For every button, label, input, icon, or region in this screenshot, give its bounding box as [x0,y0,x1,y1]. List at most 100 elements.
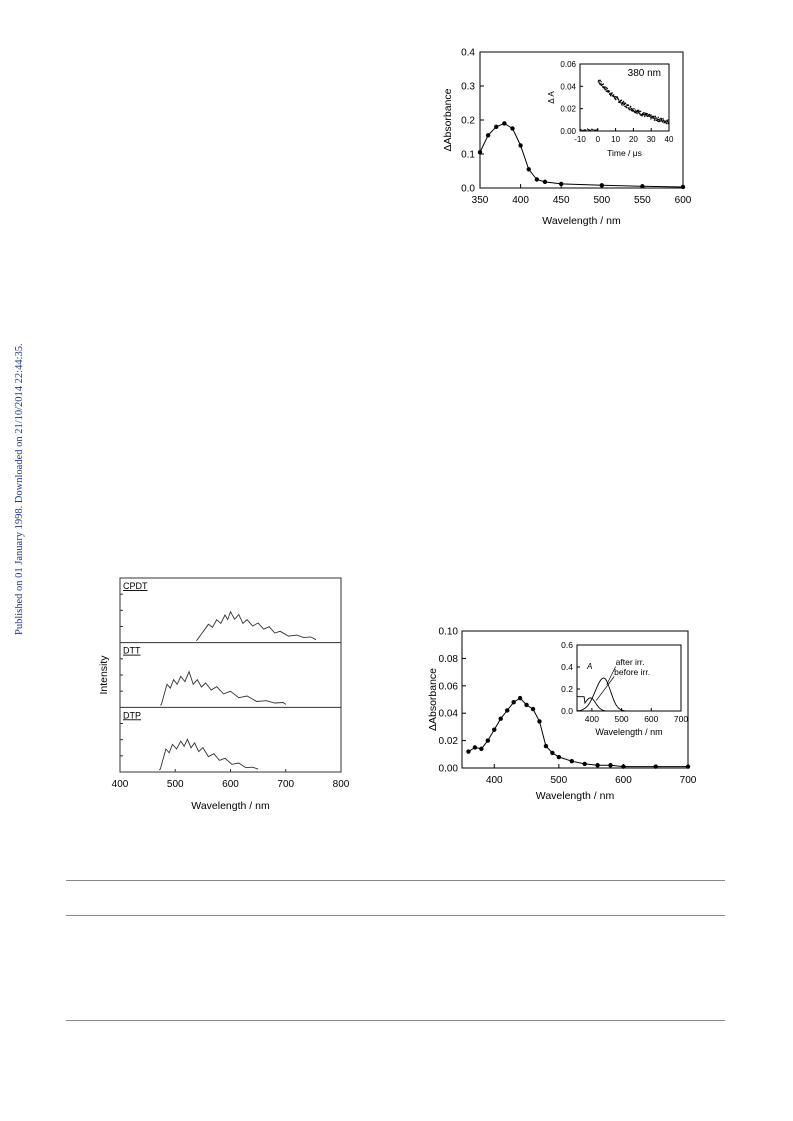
y-tick-label: 0.1 [461,150,475,161]
figure-absorbance-spectrum: 400 500 600 700 0.00 0.02 0.04 0.06 0.08 0.10 Wave… [425,625,705,805]
x-tick-label: 500 [551,775,568,786]
inset-data-point [667,119,669,121]
data-point [534,177,540,182]
inset-data-point [668,122,670,124]
inset-data-point [607,90,609,92]
inset-data-point [637,112,639,114]
inset-data-point [618,100,621,103]
inset-y-tick-label: 0.4 [561,662,573,672]
spectrum-line-dtp [158,738,259,771]
inset-data-point [660,120,662,122]
inset-data-point [634,111,637,114]
inset-data-point [663,119,665,122]
data-point [569,758,574,764]
inset-data-point [659,118,661,120]
inset-data-point [587,129,590,131]
inset-data-point [620,100,622,102]
x-tick-label: 500 [167,779,184,790]
inset-data-point [644,112,646,114]
inset-data-point [602,83,605,85]
inset-data-point [614,95,616,98]
x-axis-label: Wavelength / nm [536,790,615,802]
plot-frame [119,577,342,773]
data-point [466,749,471,754]
inset-x-tick-label: -10 [574,135,586,144]
inset-data-point [599,84,602,86]
inset-data-point [635,112,637,114]
inset-x-tick-label: 400 [585,714,599,724]
inset-data-point [611,92,613,94]
inset-data-point [630,107,632,110]
inset-data-point [640,110,642,112]
download-notice-text: Published on 01 January 1998. Downloaded… [14,343,25,635]
inset-data-point [667,121,670,123]
inset-x-tick-label: 700 [674,714,688,724]
inset-y-tick-label: 0.2 [561,684,573,694]
inset-data-point [655,119,657,121]
x-tick-label: 800 [333,779,350,790]
inset-data-point [606,88,608,90]
inset-legend-leader [606,666,616,685]
inset-data-point [649,116,652,118]
inset-data-point [617,99,620,101]
inset-data-point [636,113,638,115]
inset-data-point [652,115,654,118]
inset-data-point [606,90,608,92]
inset-data-point [622,100,624,102]
data-point [518,143,523,148]
table-top-rule [66,880,725,881]
inset-data-point [607,91,609,93]
inset-data-point [654,117,656,120]
inset-data-point [654,115,656,117]
data-point [479,746,484,752]
inset-data-point [596,128,598,131]
inset-data-point [625,106,628,108]
y-tick-label: 0.08 [439,654,459,665]
inset-data-point [604,87,606,90]
inset-data-point [607,91,610,93]
inset-data-point [599,83,601,85]
inset-data-point [661,121,664,123]
inset-y-axis-label: A [586,662,592,671]
inset-data-point [644,113,647,115]
chart-transient-absorption: 350 400 450 500 550 6000.00.10.20.30.4Wavelen… [442,48,692,228]
inset-data-point [591,128,593,130]
inset-data-point [662,120,664,122]
inset-data-point [622,104,624,106]
inset-data-point [600,84,603,87]
inset-data-point [641,113,643,116]
inset-data-point [637,110,639,112]
inset-data-point [630,109,632,111]
inset-annotation: 380 nm [628,68,661,79]
inset-data-point [611,93,613,95]
inset-data-point [592,128,594,131]
y-tick-label: 0.4 [461,48,475,59]
inset-data-point [658,120,661,122]
x-tick-label: 400 [512,195,529,206]
inset-data-point [600,81,602,83]
inset-data-point [599,79,601,82]
inset-data-point [639,112,641,115]
inset-data-point [583,129,585,131]
inset-data-point [639,114,641,116]
x-tick-label: 600 [615,775,632,786]
y-tick-label: 0.04 [439,709,459,720]
data-point [511,700,516,705]
inset-data-point [604,86,606,88]
inset-data-point [617,97,619,100]
inset-data-point [628,107,630,110]
data-point [653,764,658,769]
inset-data-point [595,129,597,132]
data-point [621,764,626,769]
inset-data-point [645,114,647,116]
inset-data-point [643,114,646,116]
panel-label-dtt: DTT [123,646,141,656]
inset-data-point [623,103,625,105]
inset-data-point [662,118,664,120]
inset-data-point [590,129,592,131]
inset-data-point [597,81,599,83]
y-tick-label: 0.2 [461,116,475,127]
y-axis-label: ΔAbsorbance [442,88,454,151]
inset-frame [576,644,682,712]
data-point [537,719,542,724]
